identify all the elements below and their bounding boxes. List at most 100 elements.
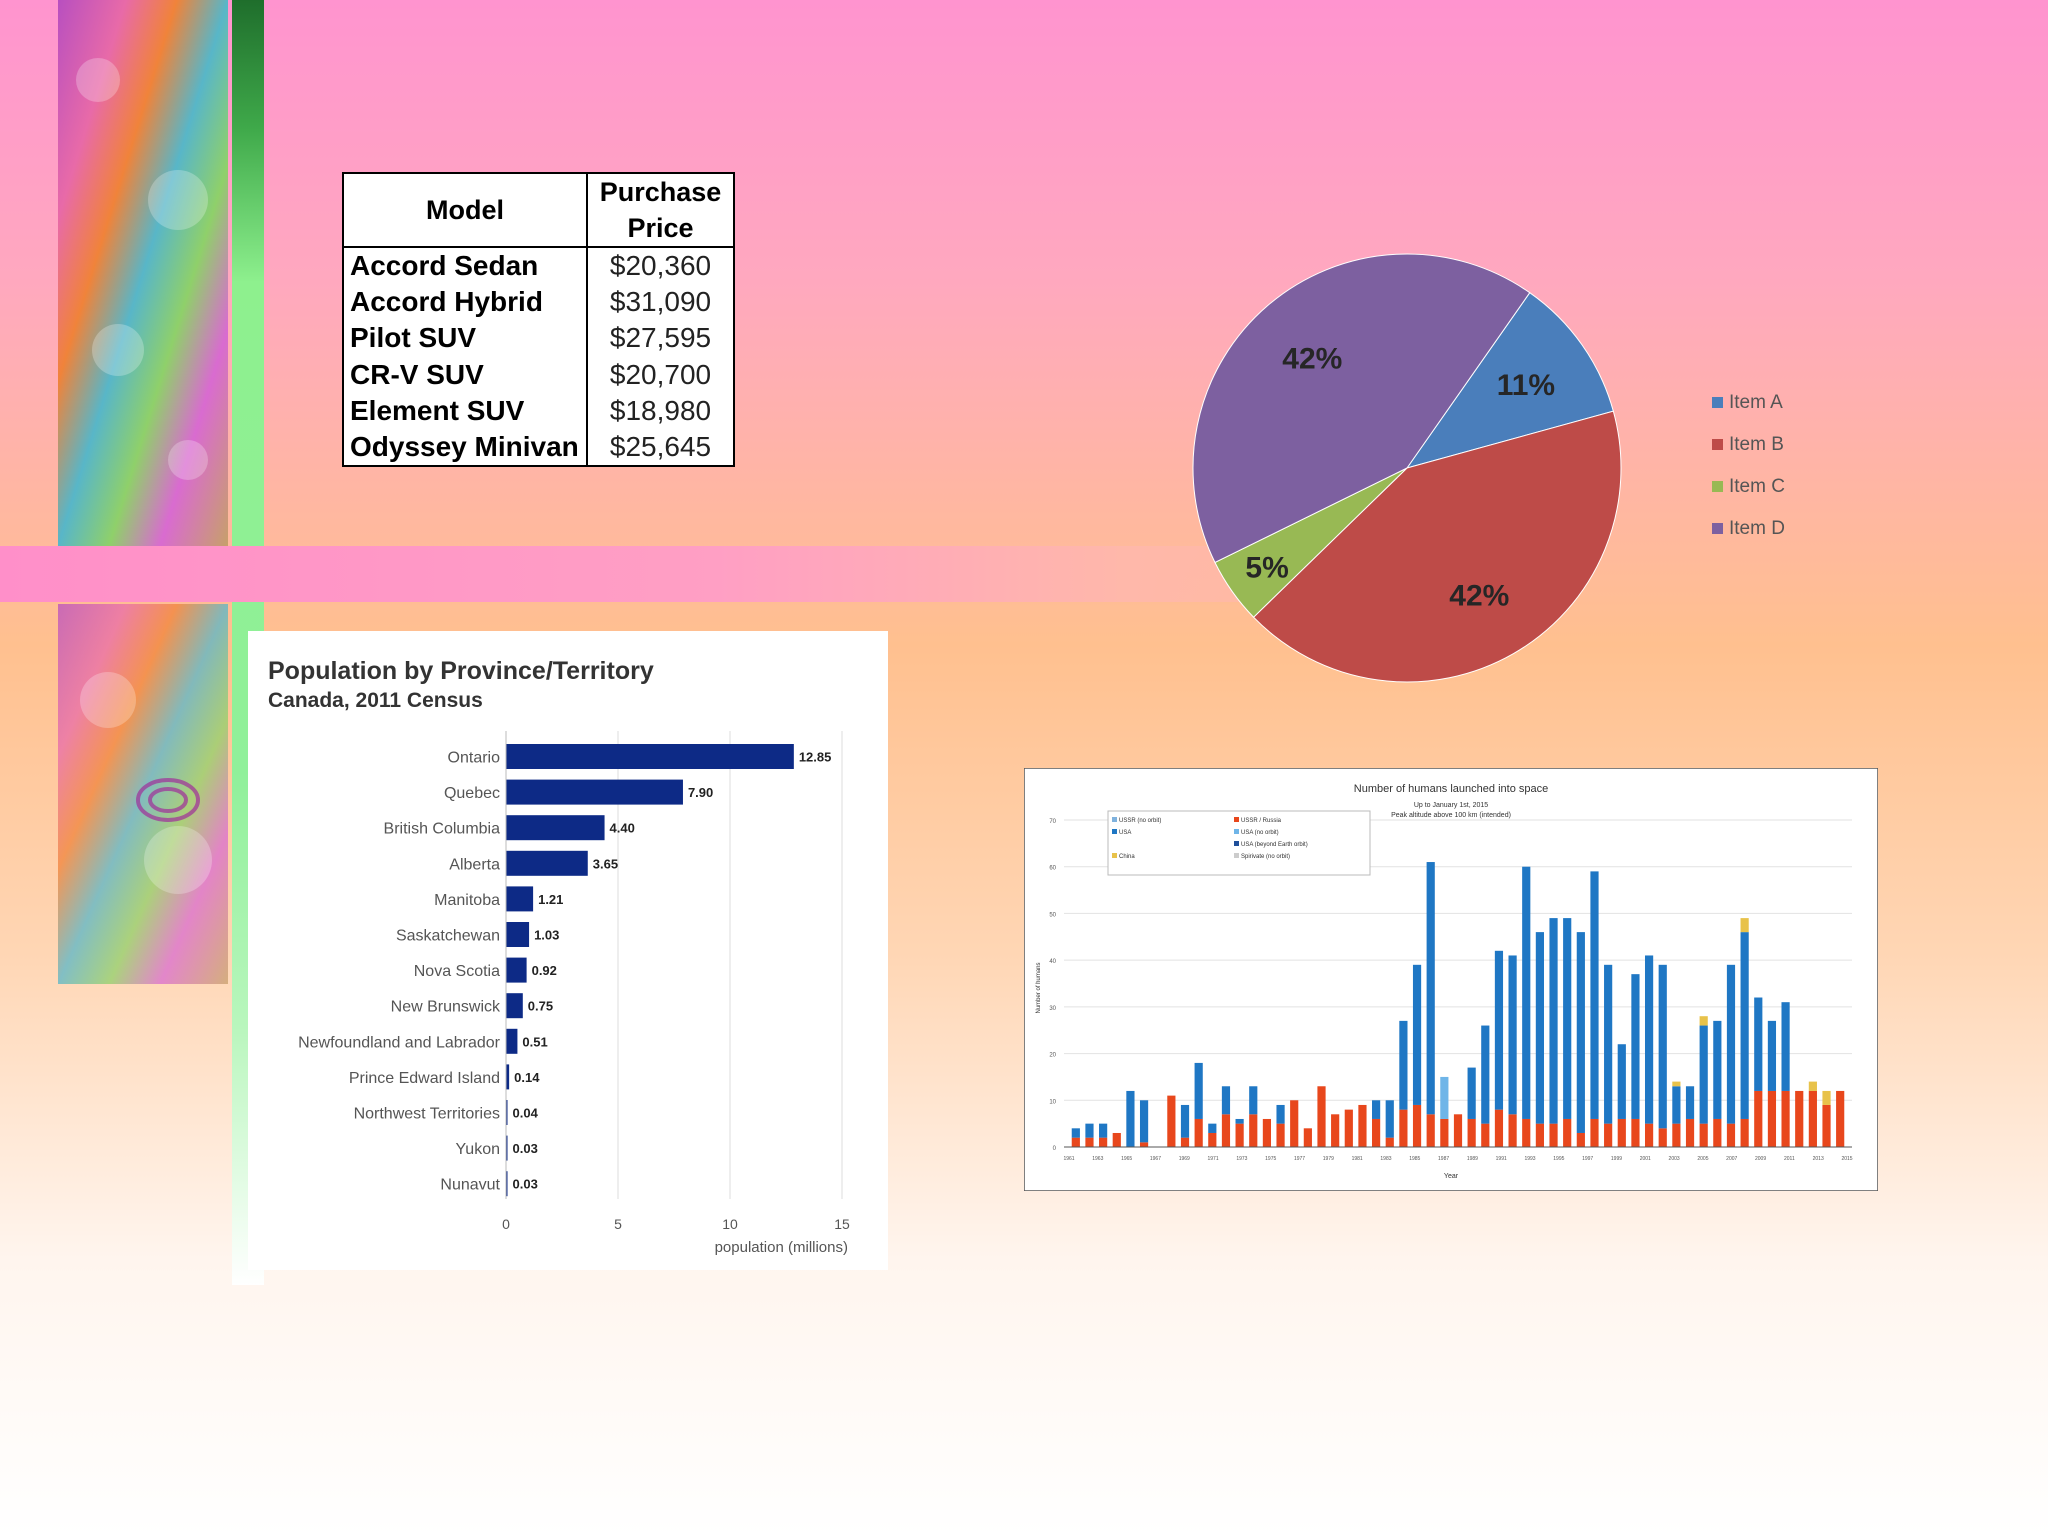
tick-label: 2007 [1726,1156,1737,1162]
bar-segment [1795,1090,1804,1147]
tick-label: 1965 [1121,1156,1132,1162]
bar [506,1028,518,1054]
bar [506,993,523,1019]
tick-label: 1993 [1524,1156,1535,1162]
bar-segment [1576,1132,1585,1147]
bar-segment [1208,1123,1217,1133]
pie-slice-item-b [1252,410,1622,683]
bar-segment [1481,1123,1490,1147]
table-row: Accord Hybrid $31,090 [342,284,734,321]
bar-segment [1412,964,1422,1105]
legend-swatch [1234,841,1239,846]
bar-segment [1631,1118,1640,1147]
bar-segment [1385,1137,1394,1147]
bar-segment [1658,964,1667,1129]
bar-segment [1808,1081,1817,1091]
bar-segment [1085,1137,1094,1147]
header-model: Model [342,173,587,248]
bar-segment [1126,1090,1135,1147]
bar-segment [1372,1100,1381,1119]
legend-swatch [1112,853,1117,858]
bar-segment [1644,955,1654,1124]
tick-label: 1975 [1265,1156,1276,1162]
legend-label: Item B [1729,434,1784,455]
population-chart-panel [248,631,888,1270]
bar-segment [1317,1086,1326,1147]
legend: USSR (no orbit) USSR / Russia USA USA (no o… [1107,810,1371,876]
price-cell: $20,360 [586,247,734,285]
legend-label: Item A [1729,392,1783,413]
tick-label: 1961 [1063,1156,1074,1162]
category-label: British Columbia [384,821,501,838]
value-label: 0.92 [532,963,557,978]
bar-segment [1139,1100,1149,1143]
tick-label: 1989 [1467,1156,1478,1162]
pie-label: 42% [1449,579,1509,612]
bar-segment [1385,1100,1394,1138]
bar-segment [1235,1118,1244,1124]
tick-label: 1969 [1179,1156,1190,1162]
tick-label: 30 [1049,1006,1056,1012]
tick-label: 1995 [1553,1156,1564,1162]
bar-segment [1139,1142,1149,1147]
table-row: Odyssey Minivan $25,645 [342,428,734,466]
chart-title: Population by Province/Territory [268,657,654,685]
bar-segment [1740,932,1749,1119]
legend-label: USSR (no orbit) [1119,818,1161,824]
bar-segment [1208,1132,1217,1147]
category-label: Nova Scotia [414,963,500,980]
bar [506,957,527,983]
population-bar-chart: Population by Province/Territory Canada, … [268,657,850,1256]
tick-label: 1967 [1150,1156,1161,1162]
legend-label: Item D [1729,518,1785,539]
bar-segment [1303,1128,1312,1147]
bar-segment [1699,1016,1708,1026]
tick-label: 1991 [1496,1156,1507,1162]
bar-segment [1276,1123,1285,1147]
bar-segment [1249,1086,1258,1115]
bar-segment [1767,1090,1777,1147]
legend-label: USA (beyond Earth orbit) [1241,842,1308,848]
price-cell: $18,980 [586,392,734,429]
bar-segment [1604,1123,1613,1147]
tick-label: 20 [1049,1053,1056,1059]
bar-segment [1549,918,1558,1124]
table-row: Element SUV $18,980 [342,392,734,429]
chart-title: Number of humans launched into space [1354,783,1548,795]
legend-swatch [1234,853,1239,858]
bar-segment [1754,997,1763,1091]
bar-segment [1071,1137,1080,1147]
legend-swatch [1712,439,1723,450]
bar-segment [1631,974,1640,1119]
legend-label: China [1119,854,1135,860]
value-label: 0.14 [514,1070,540,1085]
table-row: Accord Sedan $20,360 [342,247,734,285]
pie-label: 5% [1245,552,1288,585]
bar-segment [1563,1118,1572,1147]
bar-segment [1576,932,1585,1133]
bar-segment [1071,1128,1080,1138]
pie-label: 11% [1497,369,1555,402]
bar-segment [1194,1118,1203,1147]
bar-segment [1535,932,1544,1124]
category-label: Newfoundland and Labrador [298,1034,501,1051]
bar [506,1135,508,1161]
pie-slice-item-d [1192,253,1531,564]
bar-segment [1767,1020,1777,1091]
decorative-floral-strip [58,0,228,984]
legend-label: USSR / Russia [1241,818,1282,824]
purchase-price-table: Model Purchase Price Accord Sedan $20,360… [342,172,735,467]
tick-label: 2015 [1841,1156,1852,1162]
tick-label: 2011 [1784,1156,1795,1162]
bar-segment [1331,1114,1340,1147]
bar-segment [1781,1090,1790,1147]
bar-segment [1085,1123,1094,1138]
price-cell: $31,090 [586,284,734,321]
category-label: New Brunswick [391,999,501,1016]
tick-label: 10 [1049,1099,1056,1105]
legend-label: USA [1119,830,1131,836]
category-label: Northwest Territories [354,1106,500,1123]
bar [506,1171,508,1197]
value-label: 1.03 [534,928,559,943]
legend-label: Item C [1729,476,1785,497]
